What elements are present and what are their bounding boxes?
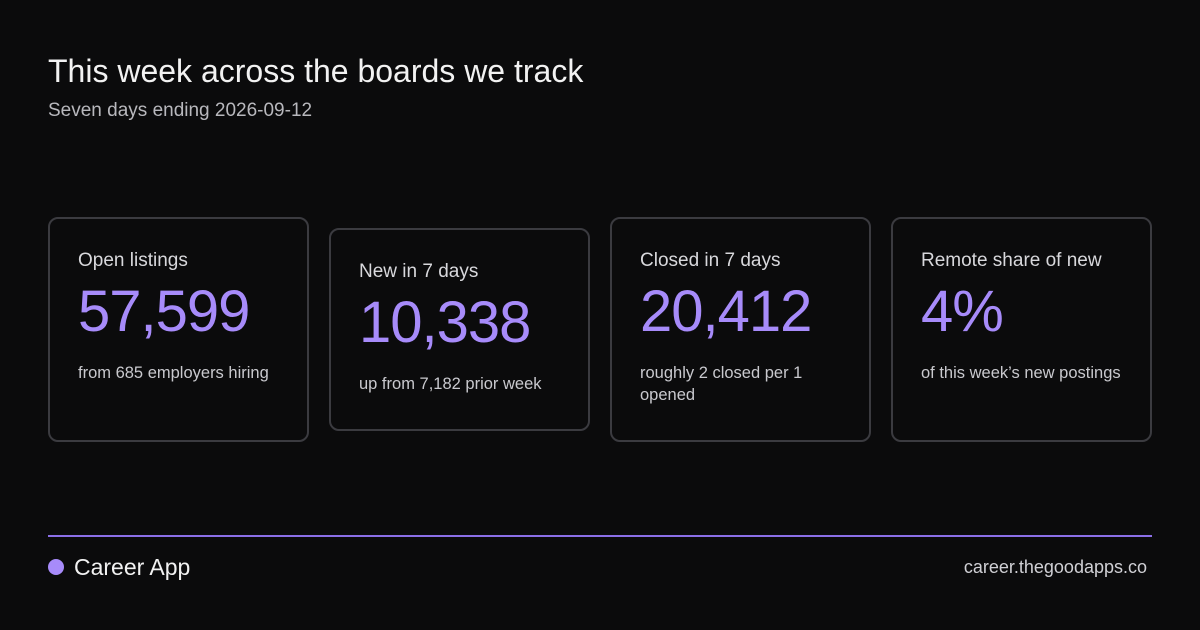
stat-card-remote-share: Remote share of new 4% of this week’s ne… (891, 217, 1152, 442)
stat-card-value: 20,412 (640, 279, 812, 344)
brand-name: Career App (74, 554, 191, 580)
stat-card-value: 57,599 (78, 279, 250, 344)
stat-card-note: of this week’s new postings (921, 364, 1121, 382)
stat-card-label: Remote share of new (921, 250, 1102, 271)
stats-cards: Open listings 57,599 from 685 employers … (48, 217, 1152, 442)
page-title: This week across the boards we track (48, 53, 584, 89)
brand-dot-icon (48, 559, 64, 575)
stat-card-label: Closed in 7 days (640, 250, 781, 271)
stat-card-closed-in-7-days: Closed in 7 days 20,412 roughly 2 closed… (610, 217, 871, 442)
stat-card-note: roughly 2 closed per 1 opened (640, 364, 803, 404)
stat-card-open-listings: Open listings 57,599 from 685 employers … (48, 217, 309, 442)
brand: Career App (48, 553, 190, 581)
page-subtitle: Seven days ending 2026-09-12 (48, 100, 313, 121)
stat-card-note: up from 7,182 prior week (359, 375, 542, 393)
footer-divider (48, 535, 1152, 537)
stat-card-value: 4% (921, 279, 1004, 344)
stat-card-label: Open listings (78, 250, 188, 271)
stat-card-note: from 685 employers hiring (78, 364, 269, 382)
stat-card-new-in-7-days: New in 7 days 10,338 up from 7,182 prior… (329, 228, 590, 431)
stat-card-label: New in 7 days (359, 261, 479, 282)
stat-card-value: 10,338 (359, 290, 531, 355)
site-url: career.thegoodapps.co (963, 557, 1147, 577)
